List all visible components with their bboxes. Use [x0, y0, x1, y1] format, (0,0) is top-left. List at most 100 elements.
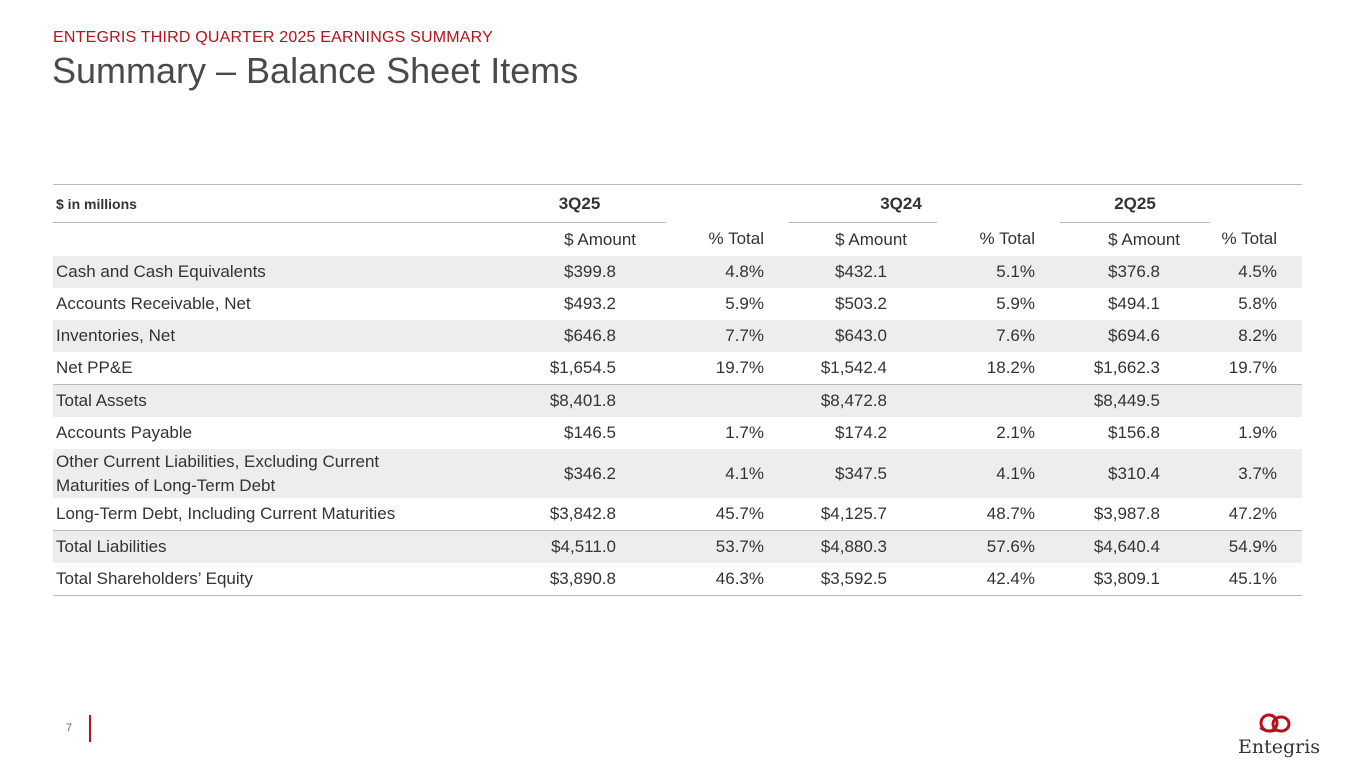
footer-divider — [89, 715, 91, 742]
col-subheader: % Total — [1221, 229, 1277, 249]
cell-value: $646.8 — [493, 320, 666, 352]
cell-value: 5.9% — [725, 294, 764, 313]
table-row: Other Current Liabilities, Excluding Cur… — [53, 449, 1302, 498]
row-label: Accounts Payable — [56, 423, 193, 442]
cell-value: $3,842.8 — [549, 504, 616, 523]
cell-value: $8,449.5 — [1060, 384, 1210, 417]
logo-mark-icon — [1259, 713, 1291, 733]
logo-wordmark: Entegris — [1238, 736, 1321, 758]
cell-value: 1.9% — [1238, 423, 1277, 442]
row-label: Accounts Receivable, Net — [56, 294, 251, 313]
cell-value: 45.1% — [1210, 563, 1302, 596]
cell-value: $4,880.3 — [789, 530, 937, 563]
cell-value: 5.1% — [937, 256, 1060, 288]
page-number: 7 — [66, 722, 73, 734]
col-subheader: $ Amount — [835, 229, 907, 249]
table-row: Long-Term Debt, Including Current Maturi… — [53, 498, 1302, 531]
cell-value: $399.8 — [493, 256, 666, 288]
cell-value: 18.2% — [986, 358, 1035, 377]
cell-value: $493.2 — [564, 294, 616, 313]
cell-value: $3,890.8 — [493, 563, 666, 596]
table-row-total-liabilities: Total Liabilities $4,511.0 53.7% $4,880.… — [53, 530, 1302, 563]
cell-value: $4,511.0 — [493, 530, 666, 563]
unit-label: $ in millions — [53, 184, 493, 223]
table-row: Accounts Receivable, Net $493.2 5.9% $50… — [53, 288, 1302, 320]
cell-value: 7.7% — [666, 320, 789, 352]
cell-value: 46.3% — [666, 563, 789, 596]
cell-value: 8.2% — [1210, 320, 1302, 352]
row-label: Other Current Liabilities, Excluding Cur… — [53, 449, 493, 498]
cell-value: $1,542.4 — [820, 358, 887, 377]
col-subheader: % Total — [979, 229, 1035, 249]
cell-value: 2.1% — [996, 423, 1035, 442]
cell-value: $376.8 — [1060, 256, 1210, 288]
cell-value: $174.2 — [835, 423, 887, 442]
row-label: Cash and Cash Equivalents — [53, 256, 493, 288]
row-label: Net PP&E — [56, 358, 133, 377]
row-label: Total Shareholders’ Equity — [53, 563, 493, 596]
cell-value: 3.7% — [1210, 449, 1302, 498]
cell-value: $4,125.7 — [820, 504, 887, 523]
row-label: Long-Term Debt, Including Current Maturi… — [56, 504, 396, 523]
cell-value: 5.9% — [996, 294, 1035, 313]
cell-value: 54.9% — [1210, 530, 1302, 563]
cell-value: $694.6 — [1060, 320, 1210, 352]
cell-value — [666, 384, 789, 417]
period-header: 2Q25 — [1060, 184, 1210, 223]
table-row: Net PP&E $1,654.5 19.7% $1,542.4 18.2% $… — [53, 352, 1302, 385]
slide-title: Summary – Balance Sheet Items — [52, 50, 579, 91]
balance-sheet-table: $ in millions 3Q25 3Q24 2Q25 $ Amount % … — [53, 184, 1302, 596]
col-subheader: $ Amount — [564, 229, 636, 249]
cell-value: $347.5 — [789, 449, 937, 498]
cell-value: 47.2% — [1228, 504, 1277, 523]
cell-value: $346.2 — [493, 449, 666, 498]
cell-value: 4.1% — [666, 449, 789, 498]
col-subheader: % Total — [708, 229, 764, 249]
cell-value: $643.0 — [789, 320, 937, 352]
table-row: Cash and Cash Equivalents $399.8 4.8% $4… — [53, 256, 1302, 288]
cell-value: 19.7% — [1228, 358, 1277, 377]
cell-value: 45.7% — [715, 504, 764, 523]
cell-value: $3,592.5 — [789, 563, 937, 596]
cell-value: 7.6% — [937, 320, 1060, 352]
cell-value: 5.8% — [1238, 294, 1277, 313]
cell-value — [937, 384, 1060, 417]
cell-value: $3,987.8 — [1093, 504, 1160, 523]
slide-kicker: ENTEGRIS THIRD QUARTER 2025 EARNINGS SUM… — [53, 29, 494, 46]
cell-value: $156.8 — [1108, 423, 1160, 442]
cell-value: 1.7% — [725, 423, 764, 442]
row-label: Total Liabilities — [53, 530, 493, 563]
col-subheader: $ Amount — [1108, 229, 1180, 249]
cell-value: $3,809.1 — [1060, 563, 1210, 596]
cell-value: $8,472.8 — [789, 384, 937, 417]
cell-value: 53.7% — [666, 530, 789, 563]
cell-value: 4.8% — [666, 256, 789, 288]
cell-value: $8,401.8 — [493, 384, 666, 417]
row-label: Total Assets — [53, 384, 493, 417]
cell-value — [1210, 384, 1302, 417]
period-header: 3Q24 — [789, 184, 937, 223]
row-label: Inventories, Net — [53, 320, 493, 352]
cell-value: 4.5% — [1210, 256, 1302, 288]
cell-value: $310.4 — [1060, 449, 1210, 498]
cell-value: $4,640.4 — [1060, 530, 1210, 563]
table-row: Accounts Payable $146.5 1.7% $174.2 2.1%… — [53, 417, 1302, 449]
subheader-row: $ Amount % Total $ Amount % Total $ Amou… — [53, 223, 1302, 257]
cell-value: 4.1% — [937, 449, 1060, 498]
period-header-row: $ in millions 3Q25 3Q24 2Q25 — [53, 184, 1302, 223]
table-row-total-assets: Total Assets $8,401.8 $8,472.8 $8,449.5 — [53, 384, 1302, 417]
cell-value: $432.1 — [789, 256, 937, 288]
cell-value: $1,654.5 — [549, 358, 616, 377]
cell-value: 48.7% — [986, 504, 1035, 523]
table-row-total-equity: Total Shareholders’ Equity $3,890.8 46.3… — [53, 563, 1302, 596]
cell-value: 19.7% — [715, 358, 764, 377]
cell-value: 42.4% — [937, 563, 1060, 596]
cell-value: $1,662.3 — [1093, 358, 1160, 377]
cell-value: $494.1 — [1108, 294, 1160, 313]
cell-value: $503.2 — [835, 294, 887, 313]
period-header: 3Q25 — [493, 184, 666, 223]
cell-value: 57.6% — [937, 530, 1060, 563]
entegris-logo: Entegris — [1238, 710, 1321, 758]
cell-value: $146.5 — [564, 423, 616, 442]
table-row: Inventories, Net $646.8 7.7% $643.0 7.6%… — [53, 320, 1302, 352]
